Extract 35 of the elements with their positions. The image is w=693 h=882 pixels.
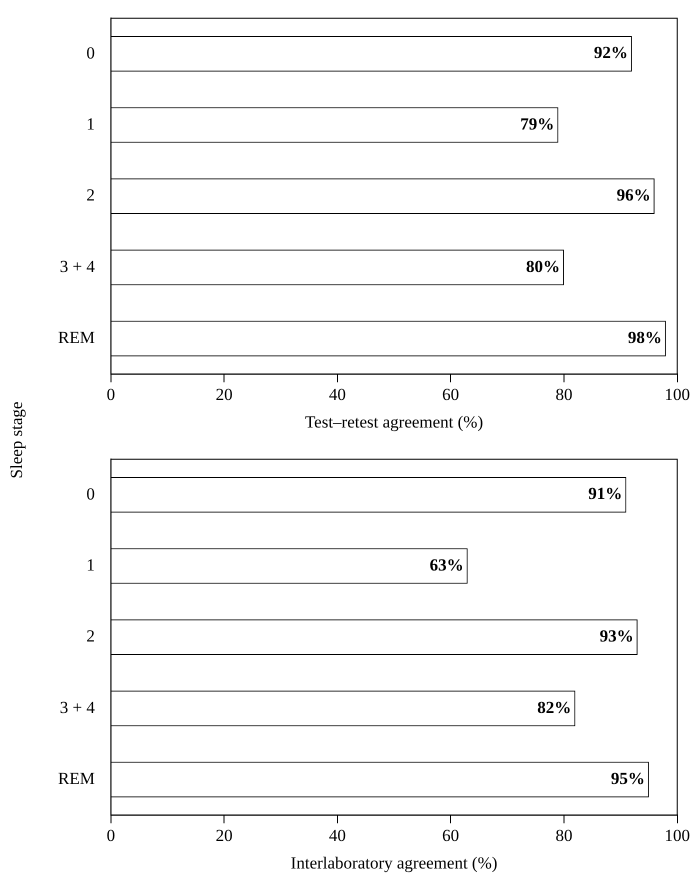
x-tick-label: 100 — [664, 384, 690, 404]
y-tick-label: 0 — [86, 484, 95, 504]
x-axis-title: Interlaboratory agreement (%) — [290, 853, 498, 872]
data-label: 93% — [600, 626, 634, 646]
data-label: 92% — [594, 43, 628, 62]
y-tick-label: 2 — [86, 626, 95, 646]
y-tick-label: 3 + 4 — [60, 256, 96, 276]
x-axis-title: Test–retest agreement (%) — [304, 412, 484, 432]
y-tick-label: 3 + 4 — [60, 698, 96, 717]
data-label: 91% — [588, 484, 622, 504]
data-label: 79% — [520, 114, 554, 134]
y-tick-label: REM — [58, 769, 95, 788]
x-tick-label: 0 — [106, 826, 116, 845]
data-label: 82% — [537, 698, 572, 717]
y-axis-title: Sleep stage — [7, 400, 27, 480]
data-label: 80% — [526, 256, 560, 276]
y-tick-label: REM — [58, 328, 95, 348]
x-tick-label: 80 — [555, 826, 572, 845]
x-tick-label: 0 — [106, 384, 116, 404]
y-tick-label: 1 — [86, 114, 95, 134]
x-tick-label: 40 — [328, 384, 346, 404]
x-tick-label: 60 — [442, 384, 460, 404]
y-tick-label: 0 — [86, 43, 95, 62]
x-tick-label: 40 — [328, 826, 346, 845]
x-tick-label: 20 — [216, 384, 233, 404]
data-label: 63% — [430, 555, 464, 574]
x-tick-label: 60 — [442, 826, 460, 845]
y-tick-label: 1 — [86, 555, 95, 574]
x-tick-label: 20 — [216, 826, 233, 845]
x-tick-label: 80 — [555, 384, 572, 404]
y-tick-label: 2 — [86, 186, 95, 205]
data-label: 98% — [628, 328, 662, 347]
data-label: 96% — [616, 186, 651, 205]
x-tick-label: 100 — [664, 826, 690, 845]
data-label: 95% — [610, 768, 645, 788]
